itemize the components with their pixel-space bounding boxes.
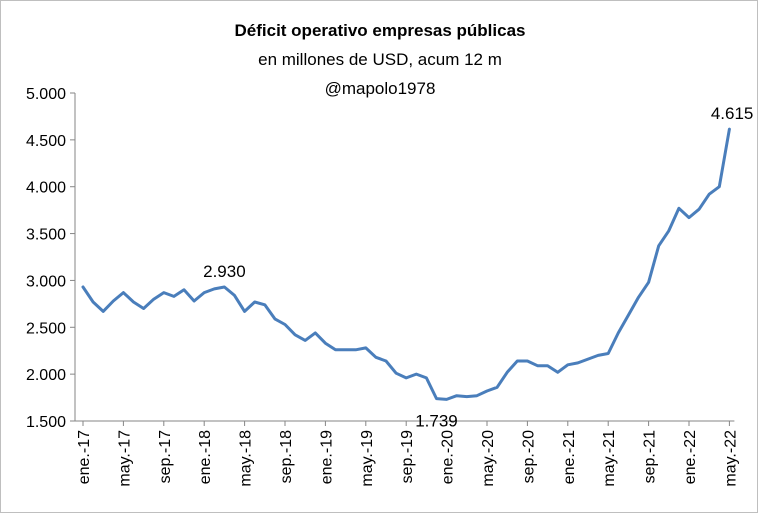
x-tick-label: may.-18 <box>238 430 255 487</box>
y-tick-label: 2.000 <box>26 367 66 384</box>
y-tick-label: 3.000 <box>26 273 66 290</box>
x-tick-label: ene.-19 <box>318 430 335 484</box>
chart-subtitle: en millones de USD, acum 12 m <box>258 50 502 69</box>
x-tick-label: may.-21 <box>601 430 618 487</box>
data-label: 4.615 <box>711 104 754 123</box>
x-axis: ene.-17 may.-17 sep.-17 ene.-18 may.-18 sep.-… <box>75 420 739 487</box>
chart-title: Déficit operativo empresas públicas <box>235 21 526 40</box>
x-tick-label: sep.-19 <box>399 430 416 483</box>
x-tick-label: ene.-17 <box>76 430 93 484</box>
data-label: 2.930 <box>203 262 246 281</box>
x-tick-label: may.-20 <box>480 430 497 487</box>
x-tick-label: ene.-20 <box>440 430 457 484</box>
data-label: 1.739 <box>415 412 458 431</box>
plot-area <box>81 127 731 401</box>
series-line <box>81 127 731 401</box>
x-tick-label: ene.-22 <box>682 430 699 484</box>
y-tick-label: 1.500 <box>26 414 66 431</box>
x-tick-label: ene.-21 <box>561 430 578 484</box>
x-tick-label: may.-19 <box>359 430 376 487</box>
x-tick-label: sep.-21 <box>642 430 659 483</box>
y-tick-label: 5.000 <box>26 86 66 103</box>
y-tick-label: 4.500 <box>26 133 66 150</box>
x-tick-label: sep.-17 <box>157 430 174 483</box>
y-axis: 1.500 2.000 2.500 3.000 3.500 4.000 4.500 5.000 <box>26 86 76 431</box>
x-tick-label: ene.-18 <box>197 430 214 484</box>
x-tick-label: sep.-18 <box>278 430 295 483</box>
data-labels: 2.930 1.739 4.615 <box>203 104 753 431</box>
x-tick-label: may.-17 <box>116 430 133 487</box>
y-tick-label: 3.500 <box>26 227 66 244</box>
y-tick-label: 4.000 <box>26 180 66 197</box>
x-tick-label: may.-22 <box>722 430 739 487</box>
chart-author: @mapolo1978 <box>325 79 436 98</box>
y-tick-label: 2.500 <box>26 320 66 337</box>
x-tick-label: sep.-20 <box>520 430 537 483</box>
